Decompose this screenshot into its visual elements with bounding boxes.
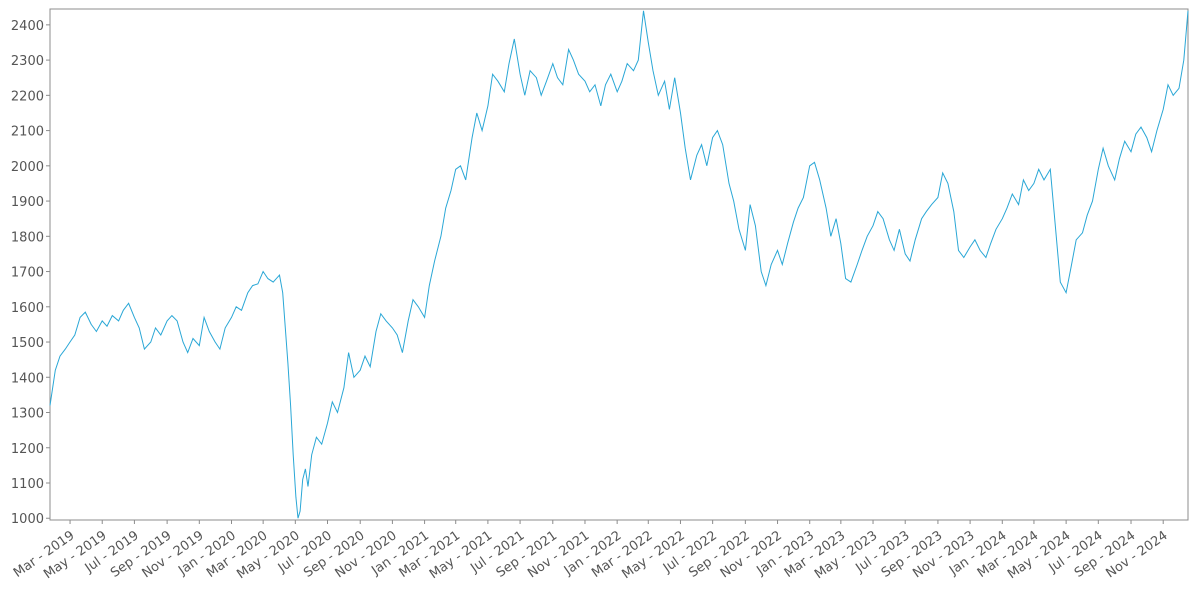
plot-frame xyxy=(49,8,1189,521)
y-tick-label: 1700 xyxy=(11,266,44,281)
y-axis: 1000 1100 1200 1300 1400 1500 1600 1700 1800 1900… xyxy=(11,19,50,527)
y-tick-label: 2300 xyxy=(11,54,44,69)
y-tick-label: 1200 xyxy=(11,442,44,457)
y-tick-label: 1000 xyxy=(11,512,44,527)
y-tick-label: 1300 xyxy=(11,407,44,422)
y-tick-label: 1400 xyxy=(11,371,44,386)
y-tick-label: 1800 xyxy=(11,230,44,245)
y-tick-label: 1100 xyxy=(11,477,44,492)
y-tick-label: 1600 xyxy=(11,301,44,316)
y-tick-label: 2100 xyxy=(11,125,44,140)
y-tick-label: 2400 xyxy=(11,19,44,34)
y-tick-label: 2000 xyxy=(11,160,44,175)
y-tick-label: 1900 xyxy=(11,195,44,210)
y-tick-label: 2200 xyxy=(11,89,44,104)
series-line xyxy=(49,10,1189,519)
y-tick-label: 1500 xyxy=(11,336,44,351)
